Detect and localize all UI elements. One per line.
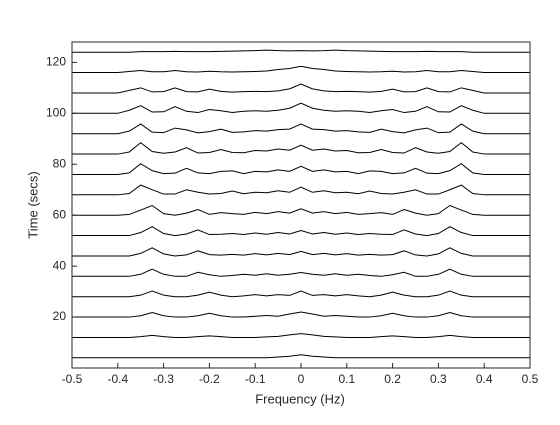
trace-fill: [72, 205, 530, 216]
x-tick-label: 0.2: [384, 372, 401, 386]
trace-fill: [72, 124, 530, 134]
trace-fill: [72, 311, 530, 318]
trace: [72, 354, 530, 359]
y-tick-label: 60: [53, 207, 67, 221]
trace-fill: [72, 291, 530, 297]
trace: [72, 184, 530, 196]
trace: [72, 204, 530, 216]
trace-fill: [72, 163, 530, 175]
y-tick-label: 80: [53, 156, 67, 170]
trace-fill: [72, 333, 530, 338]
trace: [72, 247, 530, 257]
x-axis-label: Frequency (Hz): [255, 391, 345, 406]
trace-fill: [72, 66, 530, 73]
trace: [72, 333, 530, 338]
y-tick-label: 100: [46, 105, 66, 119]
trace: [72, 123, 530, 135]
trace: [72, 49, 530, 53]
x-tick-label: -0.4: [107, 372, 128, 386]
trace-fill: [72, 185, 530, 195]
y-axis-label: Time (secs): [25, 171, 40, 238]
trace: [72, 102, 530, 114]
x-tick-label: 0.4: [476, 372, 493, 386]
trace-fill: [72, 226, 530, 236]
x-tick-label: -0.1: [245, 372, 266, 386]
x-tick-label: -0.5: [62, 372, 83, 386]
trace: [72, 226, 530, 237]
trace-fill: [72, 84, 530, 93]
x-tick-label: 0.5: [522, 372, 539, 386]
trace: [72, 268, 530, 277]
trace-fill: [72, 103, 530, 114]
y-tick-label: 20: [53, 309, 67, 323]
trace: [72, 163, 530, 175]
trace-fill: [72, 142, 530, 155]
x-tick-label: 0: [298, 372, 305, 386]
trace: [72, 83, 530, 94]
trace: [72, 311, 530, 318]
trace: [72, 290, 530, 298]
x-tick-label: -0.3: [153, 372, 174, 386]
trace-fill: [72, 354, 530, 358]
trace: [72, 65, 530, 74]
x-tick-label: -0.2: [199, 372, 220, 386]
x-tick-label: 0.1: [338, 372, 355, 386]
trace: [72, 141, 530, 155]
y-tick-label: 40: [53, 258, 67, 272]
x-tick-label: 0.3: [430, 372, 447, 386]
y-tick-label: 120: [46, 55, 66, 69]
